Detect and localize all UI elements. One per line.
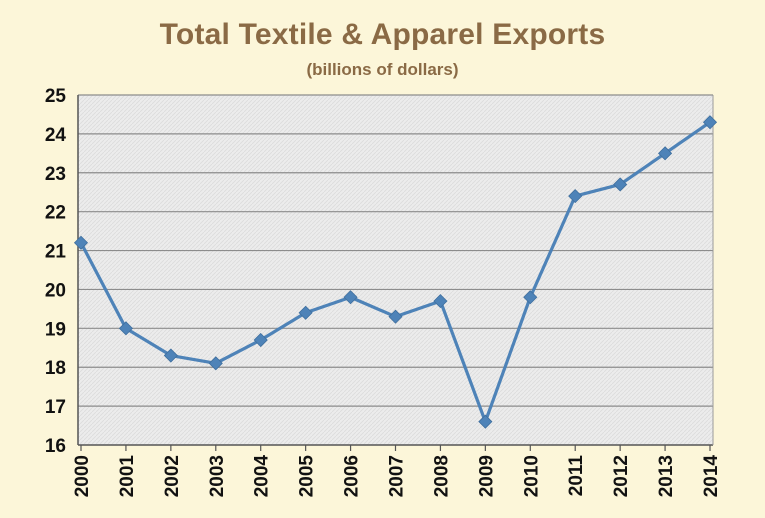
y-tick-label: 16 [45,436,66,457]
x-tick-label: 2008 [431,455,452,497]
chart-title: Total Textile & Apparel Exports [159,18,606,51]
x-tick-label: 2004 [252,455,273,498]
data-point-2009 [478,414,493,429]
chart-subtitle: (billions of dollars) [306,60,459,79]
data-point-2010 [523,290,538,305]
data-point-2007 [388,309,403,324]
data-point-2004 [253,332,268,348]
y-tick-label: 25 [45,86,67,107]
plot-area [78,95,713,445]
data-point-2000 [73,235,89,250]
x-tick-label: 2010 [521,455,542,497]
x-tick-label: 2006 [342,455,363,497]
data-point-2012 [613,177,628,192]
data-point-2008 [433,294,448,309]
x-tick-label: 2007 [387,455,408,497]
x-tick-label: 2014 [701,455,722,498]
data-point-2001 [118,321,133,336]
x-tick-label: 2001 [117,455,138,498]
y-tick-label: 23 [45,164,66,185]
x-tick-label: 2013 [656,455,677,497]
data-point-2006 [343,290,358,305]
x-tick-label: 2011 [566,455,587,497]
x-tick-label: 2002 [162,455,183,497]
data-point-2002 [163,348,178,363]
data-point-2011 [568,189,583,204]
data-point-2003 [208,356,223,371]
x-tick-label: 2005 [297,455,318,498]
data-point-2013 [658,146,673,161]
y-tick-label: 19 [45,319,66,340]
x-tick-label: 2009 [476,455,497,497]
y-tick-label: 18 [45,358,66,379]
y-tick-label: 17 [45,397,66,418]
x-tick-label: 2012 [611,455,632,497]
y-tick-label: 20 [45,280,66,301]
x-tick-label: 2000 [72,455,93,497]
y-tick-label: 22 [45,203,66,224]
x-tick-label: 2003 [207,455,228,497]
y-tick-label: 24 [45,125,67,146]
data-point-2014 [702,115,718,130]
y-tick-label: 21 [45,242,67,263]
data-point-2005 [298,305,313,320]
